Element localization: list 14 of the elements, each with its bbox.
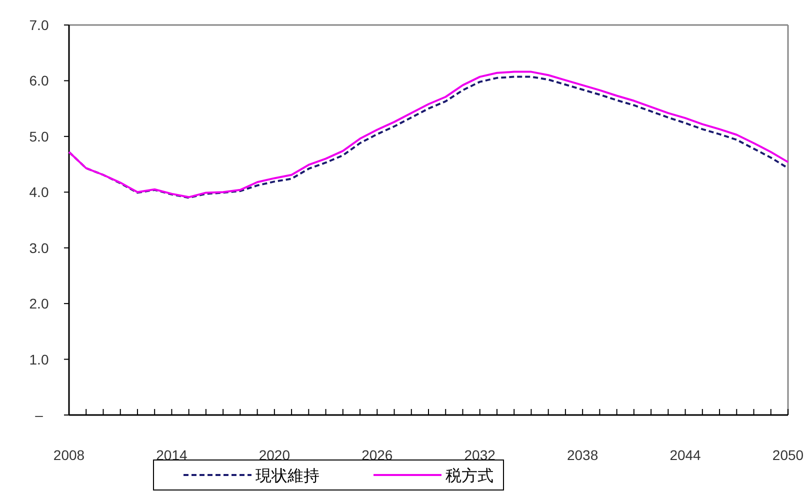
y-tick-label: 2.0 <box>29 296 49 312</box>
x-tick-label: 2050 <box>772 447 804 463</box>
legend-label: 現状維持 <box>256 467 320 485</box>
legend-label: 税方式 <box>446 467 494 485</box>
y-tick-label: – <box>35 407 44 423</box>
y-tick-label: 7.0 <box>29 17 49 33</box>
y-tick-label: 6.0 <box>29 72 49 89</box>
y-tick-label: 5.0 <box>29 128 49 144</box>
y-tick-label: 4.0 <box>29 184 49 200</box>
y-tick-label: 3.0 <box>29 240 49 256</box>
x-tick-label: 2044 <box>670 447 702 463</box>
x-tick-label: 2038 <box>566 447 598 463</box>
y-tick-label: 1.0 <box>29 351 49 368</box>
x-tick-label: 2008 <box>53 447 85 463</box>
